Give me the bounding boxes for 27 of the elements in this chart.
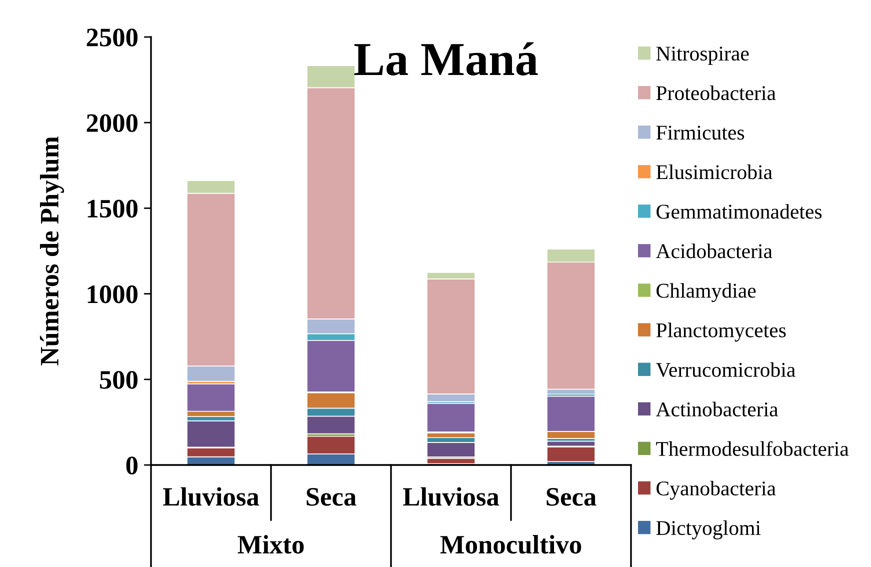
text: Monocultivo bbox=[440, 535, 582, 554]
legend-label: Nitrospirae bbox=[656, 46, 749, 65]
legend-label: Thermodesulfobacteria bbox=[656, 441, 849, 456]
legend-label: Elusimicrobia bbox=[656, 164, 772, 180]
legend-label: Cyanobacteria bbox=[656, 480, 776, 500]
legend-label: Actinobacteria bbox=[656, 402, 778, 416]
legend-label: Verrucomicrobia bbox=[656, 362, 796, 378]
y-tick-label: 2000 bbox=[86, 114, 138, 132]
legend-label: Dictyoglomi bbox=[656, 520, 761, 540]
x-tick-label: Seca bbox=[546, 488, 596, 506]
x-tick-label: Lluviosa bbox=[163, 487, 259, 506]
text: Mixto bbox=[238, 535, 304, 554]
y-tick-label: 1500 bbox=[88, 200, 138, 218]
y-tick-label: 1000 bbox=[88, 285, 138, 304]
x-tick-label: Lluviosa bbox=[403, 487, 499, 506]
legend-label: Gemmatimonadetes bbox=[656, 204, 822, 219]
legend-label: Acidobacteria bbox=[656, 244, 772, 258]
legend-label: Chlamydiae bbox=[656, 283, 756, 302]
legend-label: Proteobacteria bbox=[656, 86, 776, 100]
y-tick-label: 0 bbox=[126, 456, 138, 474]
y-tick-label: 2500 bbox=[86, 28, 138, 46]
y-axis-title: Números de Phylum bbox=[40, 136, 64, 366]
y-tick-label: 500 bbox=[100, 371, 138, 389]
legend-label: Firmicutes bbox=[656, 126, 744, 140]
x-tick-label: Seca bbox=[306, 488, 356, 506]
legend-label: Planctomycetes bbox=[656, 322, 786, 342]
chart-title: La Maná bbox=[354, 42, 538, 76]
